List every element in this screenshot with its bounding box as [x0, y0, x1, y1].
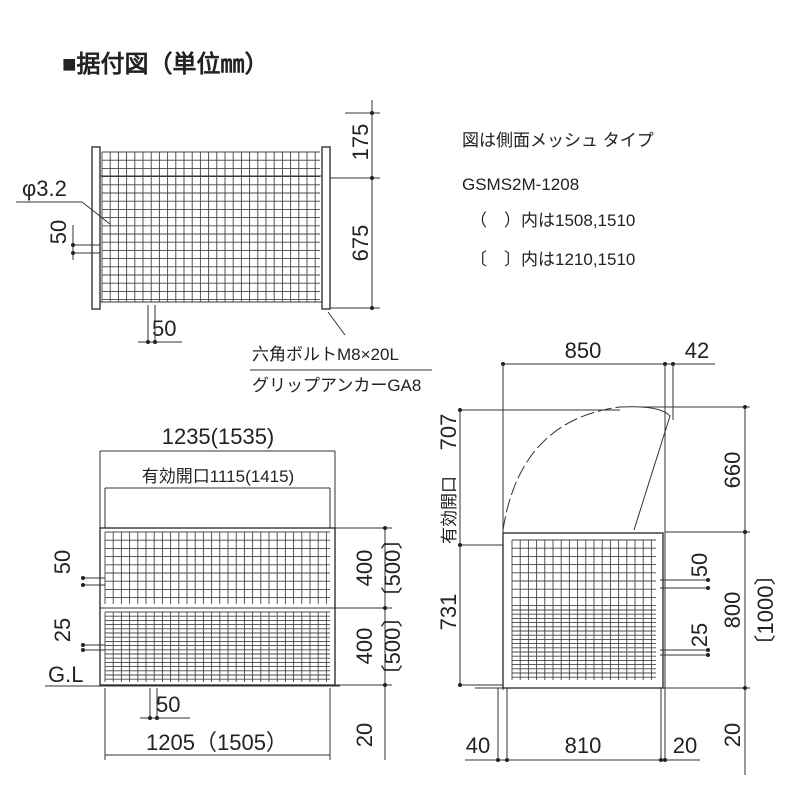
mesh-pitch-vertical: 50: [46, 220, 71, 244]
front-frame: [99, 527, 336, 686]
front-mesh: [104, 531, 330, 682]
dim-175: 175: [348, 124, 373, 161]
side-pitch-50: 50: [687, 553, 712, 577]
side-mesh: [511, 539, 656, 680]
ground-line-label: G.L: [48, 662, 83, 687]
note-paren: （ ）内は1508,1510: [470, 211, 635, 230]
dim-660: 660: [720, 452, 745, 489]
dim-42: 42: [685, 338, 709, 363]
side-view: 850 42 707 有効開口 731 660 800 〔1000〕 50 25…: [436, 338, 778, 775]
dim-20: 20: [352, 723, 377, 747]
opening-707: 707: [436, 414, 461, 451]
opening-label: 有効開口: [440, 476, 459, 544]
front-view: 1235(1535) 有効開口1115(1415) 400 〔500〕 400 …: [45, 424, 405, 760]
lid-open: [619, 406, 671, 531]
top-view: 175 675 φ3.2 50 50 六角ボルトM8×20L グリップアンカーG…: [16, 100, 432, 395]
left-post: [91, 146, 101, 310]
note-model: GSMS2M-1208: [462, 175, 579, 194]
dim-675: 675: [348, 225, 373, 262]
mesh-pitch-horizontal: 50: [152, 316, 176, 341]
wire-diameter-label: φ3.2: [22, 176, 67, 201]
note-bracket: 〔 〕内は1210,1510: [470, 250, 635, 269]
dim-1000: 〔1000〕: [753, 564, 778, 657]
bottom-pitch-50: 50: [156, 692, 180, 717]
pitch-25: 25: [50, 618, 75, 642]
dim-731: 731: [436, 594, 461, 631]
pitch-50: 50: [50, 550, 75, 574]
side-frame: [502, 532, 664, 689]
dim-20-side: 20: [720, 723, 745, 747]
dim-810: 810: [565, 733, 602, 758]
dim-400-upper: 400: [352, 550, 377, 587]
side-pitch-25: 25: [687, 623, 712, 647]
dim-500-upper: 〔500〕: [380, 528, 405, 609]
dim-20-bottom: 20: [673, 733, 697, 758]
overall-width: 1235(1535): [162, 424, 275, 449]
top-mesh: [101, 151, 320, 302]
dim-800: 800: [720, 592, 745, 629]
anchor-label: グリップアンカーGA8: [252, 376, 421, 395]
base-width: 1205（1505）: [146, 730, 288, 755]
dim-400-lower: 400: [352, 628, 377, 665]
dim-40: 40: [466, 733, 490, 758]
notes: 図は側面メッシュ タイプ GSMS2M-1208 （ ）内は1508,1510 …: [462, 131, 654, 269]
bolt-label: 六角ボルトM8×20L: [252, 345, 399, 364]
right-post: [321, 146, 331, 310]
depth-850: 850: [565, 338, 602, 363]
dim-500-lower: 〔500〕: [380, 606, 405, 687]
lid-open-arc: [502, 406, 621, 531]
opening-width: 有効開口1115(1415): [142, 467, 294, 486]
note-mesh-type: 図は側面メッシュ タイプ: [462, 131, 654, 150]
drawing-title: ■据付図（単位㎜）: [62, 50, 269, 78]
